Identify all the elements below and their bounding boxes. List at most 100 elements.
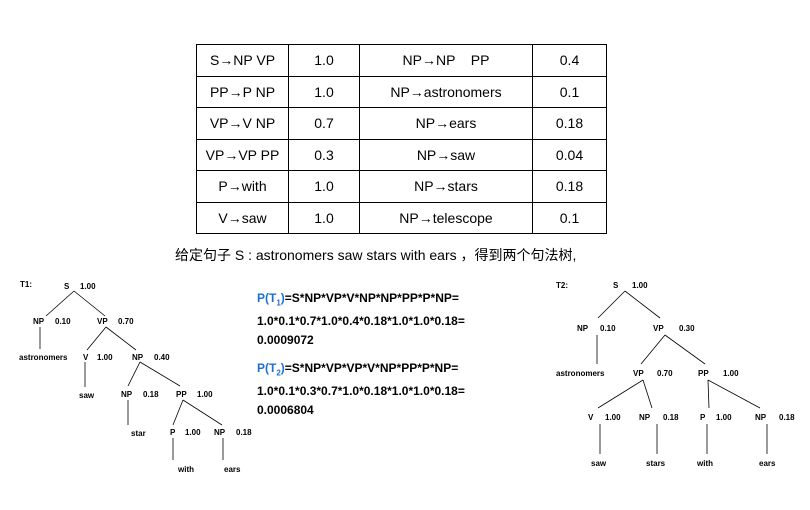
prob-cell: 1.0 — [288, 44, 360, 77]
tree-edge — [172, 399, 184, 426]
rule-cell: NP→stars — [359, 170, 533, 203]
formula-line: 1.0*0.1*0.3*0.7*1.0*0.18*1.0*1.0*0.18= — [257, 384, 465, 399]
tree-node-label: NP — [755, 413, 767, 422]
grammar-rule-table: S→NP VP 1.0 NP→NP PP 0.4 PP→P NP 1.0 NP→… — [196, 44, 607, 234]
tree-edge — [45, 290, 75, 317]
tree-node-prob: 1.00 — [80, 282, 96, 291]
tree-node-prob: 0.70 — [118, 317, 134, 326]
tree-edge — [73, 290, 106, 317]
tree-node-label: V — [588, 413, 594, 422]
tree-node-prob: 1.00 — [723, 369, 739, 378]
formula-result: 0.0009072 — [257, 333, 314, 348]
formula-head: P(T2) — [257, 361, 285, 378]
formula-expression: =S*NP*VP*V*NP*NP*PP*P*NP= — [284, 291, 459, 305]
tree-node-prob: 0.40 — [154, 353, 170, 362]
tree-node-prob: 1.00 — [97, 353, 113, 362]
tree-edge — [707, 379, 761, 409]
tree-node-prob: 0.18 — [779, 413, 795, 422]
rule-cell: V→saw — [196, 201, 289, 234]
tree-node-prob: 1.00 — [605, 413, 621, 422]
probability-formula-t2: P(T2)=S*NP*VP*VP*V*NP*PP*P*NP= 1.0*0.1*0… — [257, 359, 465, 420]
table-row: P→with 1.0 NP→stars 0.18 — [196, 170, 607, 203]
formula-head: P(T1) — [257, 291, 285, 308]
tree-node-prob: 0.18 — [143, 390, 159, 399]
tree-node-prob: 1.00 — [185, 428, 201, 437]
tree-leaf-word: with — [177, 465, 194, 474]
caption-text: 给定句子 S : astronomers saw stars with ears… — [175, 247, 577, 263]
rule-cell: NP→telescope — [359, 201, 533, 234]
tree-node-label: NP — [33, 317, 45, 326]
tree-edge — [642, 379, 653, 409]
prob-cell: 1.0 — [288, 201, 360, 234]
tree-leaf-word: astronomers — [556, 369, 605, 378]
rule-cell: P→with — [196, 170, 289, 203]
rule-cell: NP→ears — [359, 107, 533, 140]
tree-edge — [597, 379, 644, 409]
tree-leaf-word: saw — [79, 391, 95, 400]
tree-node-label: NP — [577, 324, 589, 333]
tree-node-label: NP — [214, 428, 226, 437]
tree-node-label: PP — [176, 390, 187, 399]
tree-node-label: NP — [639, 413, 651, 422]
formula-result: 0.0006804 — [257, 403, 314, 418]
tree-node-prob: 1.00 — [197, 390, 213, 399]
tree-leaf-word: ears — [759, 459, 776, 468]
tree-node-label: PP — [698, 369, 709, 378]
prob-cell: 0.18 — [532, 170, 607, 203]
rule-cell: NP→astronomers — [359, 75, 533, 108]
tree-node-label: S — [64, 282, 70, 291]
table-row: PP→P NP 1.0 NP→astronomers 0.1 — [196, 75, 607, 108]
formula-expression: =S*NP*VP*VP*V*NP*PP*P*NP= — [284, 361, 459, 375]
tree-node-label: NP — [121, 390, 133, 399]
formula-line: P(T1)=S*NP*VP*V*NP*NP*PP*P*NP= — [257, 289, 465, 312]
tree-edge — [640, 334, 666, 365]
tree-edge — [707, 379, 710, 409]
tree-node-label: P — [700, 413, 706, 422]
prob-cell: 0.04 — [532, 138, 607, 171]
tree-node-prob: 0.18 — [236, 428, 252, 437]
tree-node-prob: 1.00 — [632, 281, 648, 290]
probability-formula-t1: P(T1)=S*NP*VP*V*NP*NP*PP*P*NP= 1.0*0.1*0… — [257, 289, 465, 350]
tree-label: T1: — [20, 280, 32, 289]
tree-node-label: VP — [653, 324, 664, 333]
tree-edge — [182, 399, 223, 426]
tree-edge — [597, 290, 626, 319]
table-row: V→saw 1.0 NP→telescope 0.1 — [196, 201, 607, 234]
tree-node-label: S — [613, 281, 619, 290]
tree-node-prob: 1.00 — [716, 413, 732, 422]
tree-leaf-word: star — [131, 429, 146, 438]
tree-leaf-word: stars — [646, 459, 666, 468]
tree-leaf-word: with — [696, 459, 713, 468]
tree-node-prob: 0.30 — [679, 324, 695, 333]
prob-cell: 0.3 — [288, 138, 360, 171]
tree-node-label: V — [83, 353, 89, 362]
tree-node-label: NP — [132, 353, 144, 362]
tree-node-label: VP — [633, 369, 644, 378]
prob-cell: 0.7 — [288, 107, 360, 140]
tree-edge — [105, 326, 137, 351]
tree-edge — [139, 361, 181, 387]
tree-node-label: VP — [97, 317, 108, 326]
prob-cell: 0.1 — [532, 75, 607, 108]
tree-label: T2: — [556, 281, 568, 290]
tree-edge — [86, 326, 107, 351]
tree-edge — [664, 334, 706, 365]
tree-node-prob: 0.10 — [55, 317, 71, 326]
rule-cell: S→NP VP — [196, 44, 289, 77]
formula-line: P(T2)=S*NP*VP*VP*V*NP*PP*P*NP= — [257, 359, 465, 382]
tree-node-prob: 0.70 — [657, 369, 673, 378]
tree-node-prob: 0.18 — [663, 413, 679, 422]
prob-cell: 0.4 — [532, 44, 607, 77]
tree-edge — [624, 290, 661, 319]
prob-cell: 0.18 — [532, 107, 607, 140]
tree-node-label: P — [170, 428, 176, 437]
tree-edge — [127, 361, 141, 387]
tree-leaf-word: ears — [224, 465, 241, 474]
table-row: S→NP VP 1.0 NP→NP PP 0.4 — [196, 44, 607, 77]
tree-leaf-word: astronomers — [19, 353, 68, 362]
prob-cell: 0.1 — [532, 201, 607, 234]
formula-line: 1.0*0.1*0.7*1.0*0.4*0.18*1.0*1.0*0.18= — [257, 314, 465, 329]
tree-node-prob: 0.10 — [600, 324, 616, 333]
